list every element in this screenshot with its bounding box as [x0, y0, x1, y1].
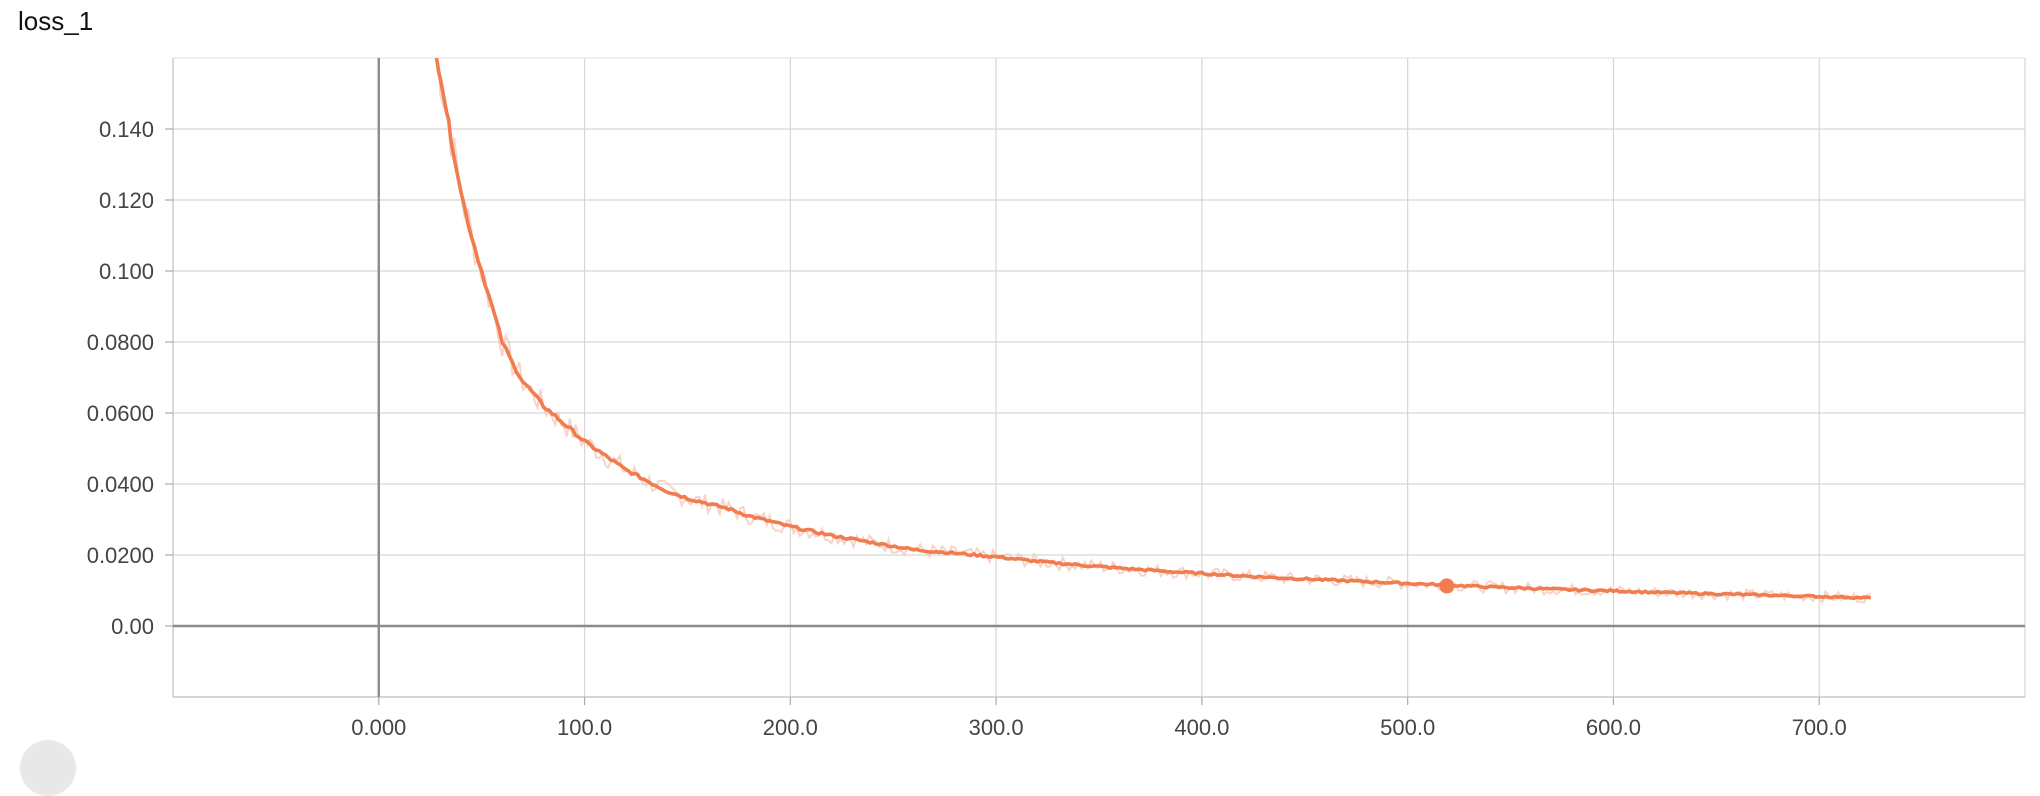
x-tick-label: 300.0 [969, 715, 1024, 740]
highlight-point [1439, 578, 1455, 594]
x-tick-label: 400.0 [1174, 715, 1229, 740]
x-tick-label: 600.0 [1586, 715, 1641, 740]
y-tick-label: 0.120 [99, 188, 154, 213]
y-tick-label: 0.00 [111, 614, 154, 639]
raw-loss-line [435, 58, 1872, 605]
x-tick-label: 100.0 [557, 715, 612, 740]
chart-title: loss_1 [18, 6, 94, 36]
corner-toggle-icon[interactable] [20, 740, 76, 796]
loss-chart: 0.00 0.0200 0.0400 0.0600 0.0800 0.100 0.120 0.… [87, 57, 2026, 740]
axes [165, 57, 2026, 705]
x-tick-label: 700.0 [1792, 715, 1847, 740]
x-tick-label: 0.000 [351, 715, 406, 740]
y-tick-label: 0.0400 [87, 472, 154, 497]
smoothed-loss-line [434, 58, 1871, 601]
y-tick-label: 0.0800 [87, 330, 154, 355]
y-tick-label: 0.100 [99, 259, 154, 284]
x-tick-label: 200.0 [763, 715, 818, 740]
y-tick-label: 0.0600 [87, 401, 154, 426]
y-tick-label: 0.140 [99, 117, 154, 142]
grid-lines [173, 58, 2025, 697]
y-tick-label: 0.0200 [87, 543, 154, 568]
series-layer [434, 58, 1872, 605]
x-tick-label: 500.0 [1380, 715, 1435, 740]
tick-labels: 0.00 0.0200 0.0400 0.0600 0.0800 0.100 0.120 0.… [87, 117, 1847, 740]
